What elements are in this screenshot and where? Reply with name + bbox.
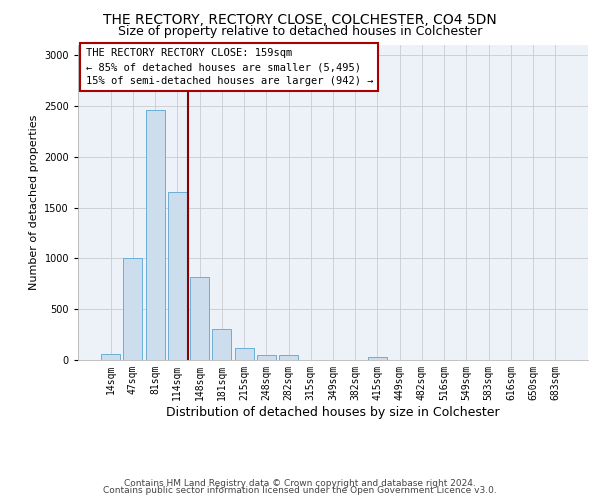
Bar xyxy=(146,110,164,360)
Y-axis label: Number of detached properties: Number of detached properties xyxy=(29,115,38,290)
Bar xyxy=(368,357,387,360)
Bar xyxy=(235,348,254,360)
Bar xyxy=(168,192,187,360)
Bar xyxy=(212,329,231,360)
Text: THE RECTORY RECTORY CLOSE: 159sqm
← 85% of detached houses are smaller (5,495)
1: THE RECTORY RECTORY CLOSE: 159sqm ← 85% … xyxy=(86,48,373,86)
Bar xyxy=(124,258,142,360)
Bar xyxy=(190,276,209,360)
Bar xyxy=(101,354,120,360)
Text: Size of property relative to detached houses in Colchester: Size of property relative to detached ho… xyxy=(118,25,482,38)
Text: Contains HM Land Registry data © Crown copyright and database right 2024.: Contains HM Land Registry data © Crown c… xyxy=(124,478,476,488)
Text: Contains public sector information licensed under the Open Government Licence v3: Contains public sector information licen… xyxy=(103,486,497,495)
Bar xyxy=(279,356,298,360)
Text: THE RECTORY, RECTORY CLOSE, COLCHESTER, CO4 5DN: THE RECTORY, RECTORY CLOSE, COLCHESTER, … xyxy=(103,12,497,26)
X-axis label: Distribution of detached houses by size in Colchester: Distribution of detached houses by size … xyxy=(166,406,500,418)
Bar xyxy=(257,355,276,360)
